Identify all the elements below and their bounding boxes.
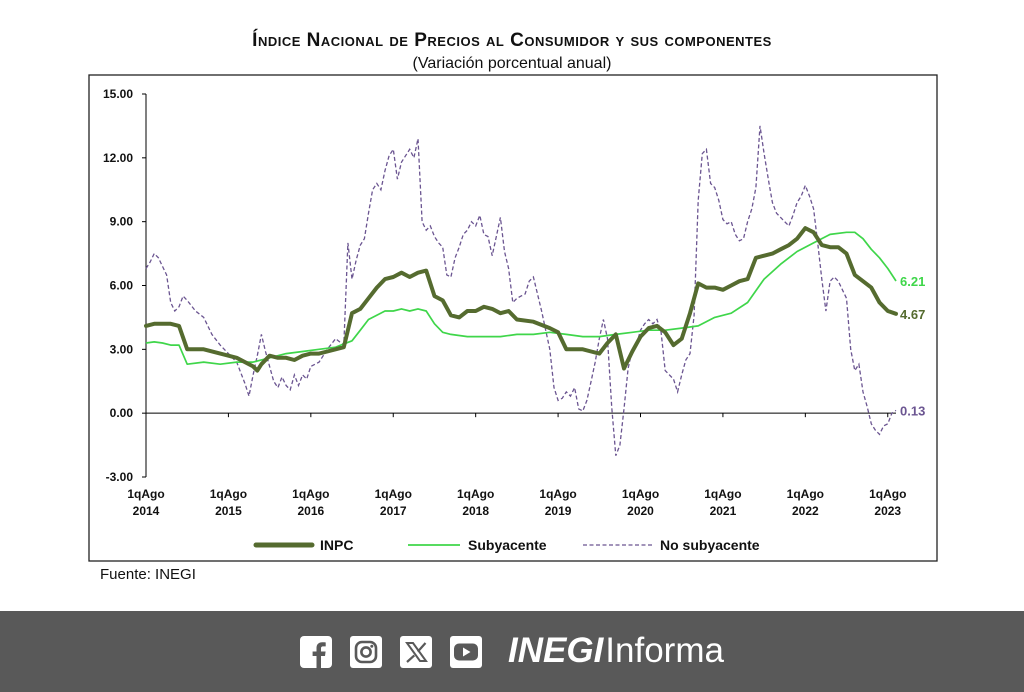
y-tick-label: 12.00 (103, 151, 133, 165)
legend-label-inpc: INPC (320, 537, 353, 553)
x-tick-label-top: 1qAgo (375, 487, 412, 501)
x-tick-label-top: 1qAgo (539, 487, 576, 501)
x-tick-label-bottom: 2020 (627, 504, 654, 518)
x-tick-label-top: 1qAgo (869, 487, 906, 501)
x-tick-label-bottom: 2022 (792, 504, 819, 518)
facebook-icon[interactable] (299, 635, 333, 669)
x-tick-label-top: 1qAgo (622, 487, 659, 501)
source-note: Fuente: INEGI (100, 566, 196, 583)
x-tick-label-top: 1qAgo (127, 487, 164, 501)
x-tick-label-bottom: 2016 (297, 504, 324, 518)
x-tick-label-bottom: 2023 (874, 504, 901, 518)
chart-legend: INPC Subyacente No subyacente (253, 537, 760, 553)
y-tick-label: 6.00 (110, 279, 134, 293)
youtube-icon[interactable] (449, 635, 483, 669)
footer-bar: INEGIInforma (0, 611, 1024, 692)
y-tick-label: -3.00 (106, 470, 134, 484)
x-tick-label-bottom: 2017 (380, 504, 407, 518)
end-label-inpc: 4.67 (900, 307, 925, 322)
chart: 15.00 12.00 9.00 6.00 3.00 0.00 -3.00 1qAgo 2014… (88, 74, 938, 562)
legend-label-no-subyacente: No subyacente (660, 537, 760, 553)
end-label-subyacente: 6.21 (900, 274, 925, 289)
x-icon[interactable] (399, 635, 433, 669)
brand-bold: INEGI (508, 631, 604, 670)
y-tick-label: 0.00 (110, 406, 134, 420)
chart-frame (88, 74, 938, 562)
x-tick-label-bottom: 2015 (215, 504, 242, 518)
y-tick-label: 9.00 (110, 215, 134, 229)
instagram-icon[interactable] (349, 635, 383, 669)
x-tick-label-bottom: 2018 (462, 504, 489, 518)
inegi-informa-logo: INEGIInforma (508, 627, 724, 675)
series-line-subyacente (145, 231, 897, 366)
brand-light: Informa (605, 631, 724, 670)
x-tick-label-bottom: 2019 (545, 504, 572, 518)
x-tick-label-top: 1qAgo (457, 487, 494, 501)
x-tick-label-top: 1qAgo (292, 487, 329, 501)
end-label-no-subyacente: 0.13 (900, 403, 925, 418)
x-tick-label-top: 1qAgo (787, 487, 824, 501)
chart-title: Índice Nacional de Precios al Consumidor… (252, 30, 772, 51)
y-tick-label: 15.00 (103, 87, 133, 101)
x-tick-label-bottom: 2021 (710, 504, 737, 518)
chart-series (144, 125, 898, 456)
x-tick-label-top: 1qAgo (210, 487, 247, 501)
series-line-inpc (144, 226, 898, 373)
x-tick-label-top: 1qAgo (704, 487, 741, 501)
chart-axes: 15.00 12.00 9.00 6.00 3.00 0.00 -3.00 1qAgo 2014… (103, 87, 906, 518)
legend-label-subyacente: Subyacente (468, 537, 547, 553)
x-tick-label-bottom: 2014 (133, 504, 160, 518)
chart-end-labels: 4.67 6.21 0.13 (900, 274, 925, 418)
y-tick-label: 3.00 (110, 342, 134, 356)
series-line-no-subyacente (145, 125, 897, 456)
chart-subtitle: (Variación porcentual anual) (412, 55, 612, 72)
